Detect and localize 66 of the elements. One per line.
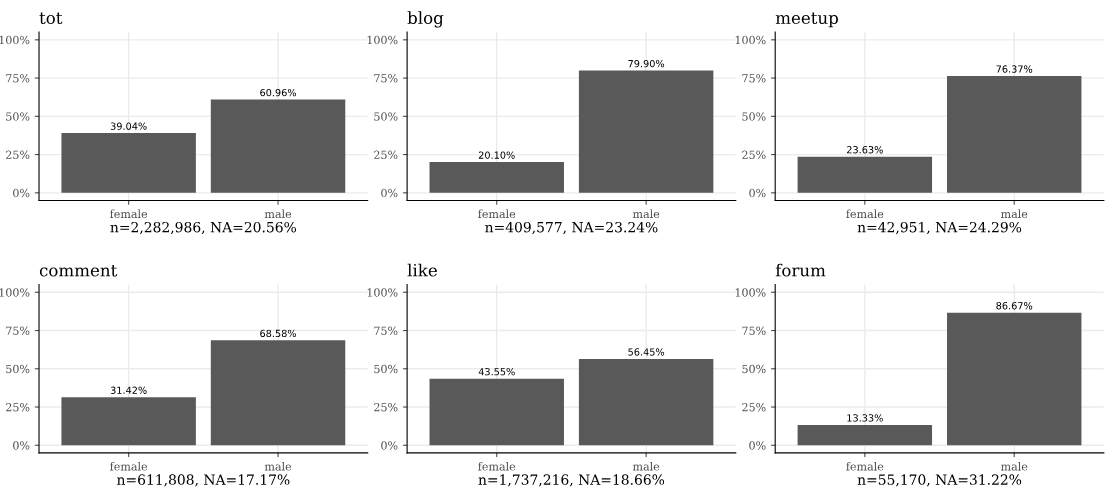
data-label: 20.10% [478,151,515,159]
x-axis-title: n=2,282,986, NA=20.56% [110,221,297,235]
x-axis-title: n=1,737,216, NA=18.66% [478,474,665,487]
data-label: 86.67% [996,302,1033,310]
data-label: 76.37% [996,65,1033,73]
y-tick-label: 0% [749,188,766,198]
y-tick-label: 50% [374,364,398,374]
y-tick-label: 75% [6,74,30,83]
data-label: 39.04% [110,122,147,130]
x-tick-label: male [1000,461,1028,471]
y-tick-label: 0% [749,441,766,450]
x-axis-title: n=42,951, NA=24.29% [857,221,1022,235]
y-tick-label: 75% [742,74,766,83]
y-tick-label: 25% [742,403,766,412]
chart-title: like [407,263,437,277]
y-tick-label: 0% [381,188,398,198]
data-label: 79.90% [628,59,665,68]
chart-title: forum [775,263,826,277]
y-tick-label: 100% [0,35,30,45]
x-tick-label: male [632,461,660,471]
data-label: 23.63% [847,146,883,154]
data-label: 43.55% [478,368,515,376]
y-tick-label: 75% [742,326,766,335]
x-tick-label: female [846,461,884,471]
y-tick-label: 75% [6,326,30,335]
y-tick-label: 0% [381,441,398,450]
y-tick-label: 25% [742,150,766,159]
x-tick-label: male [632,209,660,219]
x-axis-title: n=409,577, NA=23.24% [485,221,658,235]
y-tick-label: 0% [13,441,30,450]
y-tick-label: 25% [6,150,30,159]
y-tick-label: 50% [742,112,766,121]
y-tick-label: 25% [6,403,30,412]
x-tick-label: female [478,209,516,219]
y-tick-label: 100% [367,35,398,45]
x-tick-label: female [110,461,148,471]
chart-title: tot [39,12,63,25]
chart-title: blog [407,11,444,28]
data-label: 68.58% [260,329,297,338]
y-tick-label: 100% [367,288,398,297]
x-axis-title: n=55,170, NA=31.22% [857,474,1022,487]
y-tick-label: 100% [735,35,766,45]
y-tick-label: 100% [735,288,766,297]
y-tick-label: 75% [374,74,398,83]
y-tick-label: 25% [374,150,398,159]
x-tick-label: male [1000,209,1028,219]
x-tick-label: female [846,209,884,219]
y-tick-label: 25% [374,403,398,412]
x-tick-label: female [110,209,148,219]
y-tick-label: 0% [13,188,30,198]
y-tick-label: 50% [742,364,766,374]
data-label: 13.33% [847,414,883,422]
x-axis-title: n=611,808, NA=17.17% [117,474,290,487]
y-tick-label: 100% [0,288,30,297]
data-label: 60.96% [260,88,297,97]
y-tick-label: 50% [6,364,30,374]
x-tick-label: male [264,461,292,471]
data-label: 56.45% [628,348,665,356]
data-label: 31.42% [110,386,147,394]
chart-title: comment [39,264,118,277]
x-tick-label: female [478,461,516,471]
x-tick-label: male [264,209,292,219]
y-tick-label: 50% [374,112,398,121]
y-tick-label: 75% [374,326,398,335]
chart-title: meetup [775,12,838,28]
y-tick-label: 50% [6,112,30,121]
